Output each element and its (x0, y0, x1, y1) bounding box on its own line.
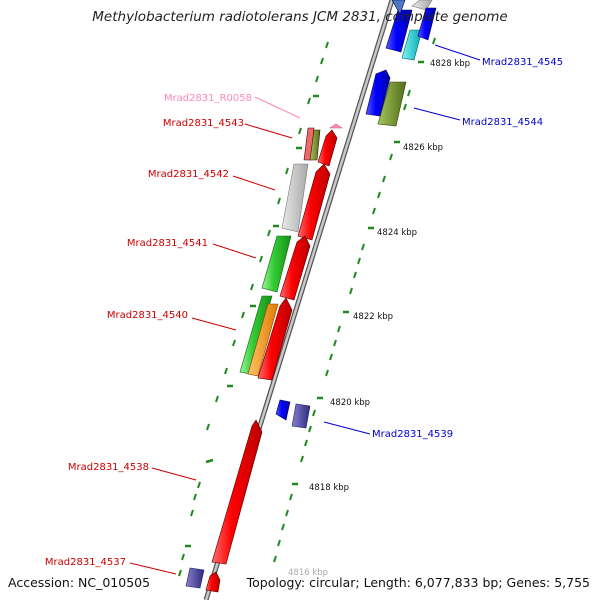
gene-Mrad2831-4541-a (261, 235, 292, 293)
gene-label-4542: Mrad2831_4542 (148, 169, 229, 180)
gene-Mrad2831-4544-b (377, 81, 407, 127)
gene-Mrad2831-4537-b (205, 571, 221, 593)
gene-Mrad2831-4542-a (281, 163, 309, 233)
topology-text: Topology: circular; Length: 6,077,833 bp… (246, 575, 590, 590)
gene-Mrad2831-4543-b (309, 129, 321, 161)
page-title: Methylobacterium radiotolerans JCM 2831,… (92, 9, 508, 25)
leader-lines (129, 44, 481, 575)
reverse-genes (275, 0, 437, 429)
gene-top-grey (411, 0, 433, 11)
scale-label-4826: 4826 kbp (403, 143, 443, 153)
scale-label-4820: 4820 kbp (330, 398, 370, 408)
gene-label-4541: Mrad2831_4541 (127, 238, 208, 249)
gene-label-4543: Mrad2831_4543 (163, 118, 244, 129)
gene-top-blue-1 (385, 9, 413, 53)
gene-label-4544: Mrad2831_4544 (462, 117, 543, 128)
gene-label-4539: Mrad2831_4539 (372, 429, 453, 440)
gene-Mrad2831-4542-b (297, 163, 331, 241)
gene-label-4540: Mrad2831_4540 (107, 310, 188, 321)
gene-Mrad2831-4545-b (417, 7, 437, 41)
gene-Mrad2831-R0058 (329, 123, 343, 129)
gene-Mrad2831-4543-c (317, 129, 338, 167)
gene-label-4545: Mrad2831_4545 (482, 57, 563, 68)
tick-track-inner (178, 41, 329, 577)
accession-text: Accession: NC_010505 (8, 575, 151, 590)
tick-track-outer (273, 37, 436, 563)
scale-label-4822: 4822 kbp (353, 312, 393, 322)
scale-label-4828: 4828 kbp (430, 59, 470, 69)
gene-label-R0058: Mrad2831_R0058 (164, 93, 252, 104)
gene-Mrad2831-4539-a (275, 399, 291, 421)
gene-Mrad2831-4538 (211, 419, 263, 565)
scale-label-4816: 4816 kbp (288, 568, 328, 578)
gene-Mrad2831-4540-b (247, 303, 279, 377)
gene-Mrad2831-4544-a (365, 69, 391, 117)
scale-label-4818: 4818 kbp (309, 483, 349, 493)
forward-genes (185, 123, 343, 593)
gene-Mrad2831-4541-b (279, 235, 311, 301)
gene-Mrad2831-4537-a (185, 567, 205, 589)
gene-Mrad2831-4540-a (239, 295, 273, 375)
gene-label-4537: Mrad2831_4537 (45, 557, 126, 568)
gene-top-blue-2 (391, 0, 406, 15)
gene-Mrad2831-4539-b (291, 403, 311, 429)
scale-label-4824: 4824 kbp (377, 228, 417, 238)
gene-Mrad2831-4540-c (257, 297, 293, 381)
gene-label-4538: Mrad2831_4538 (68, 462, 149, 473)
